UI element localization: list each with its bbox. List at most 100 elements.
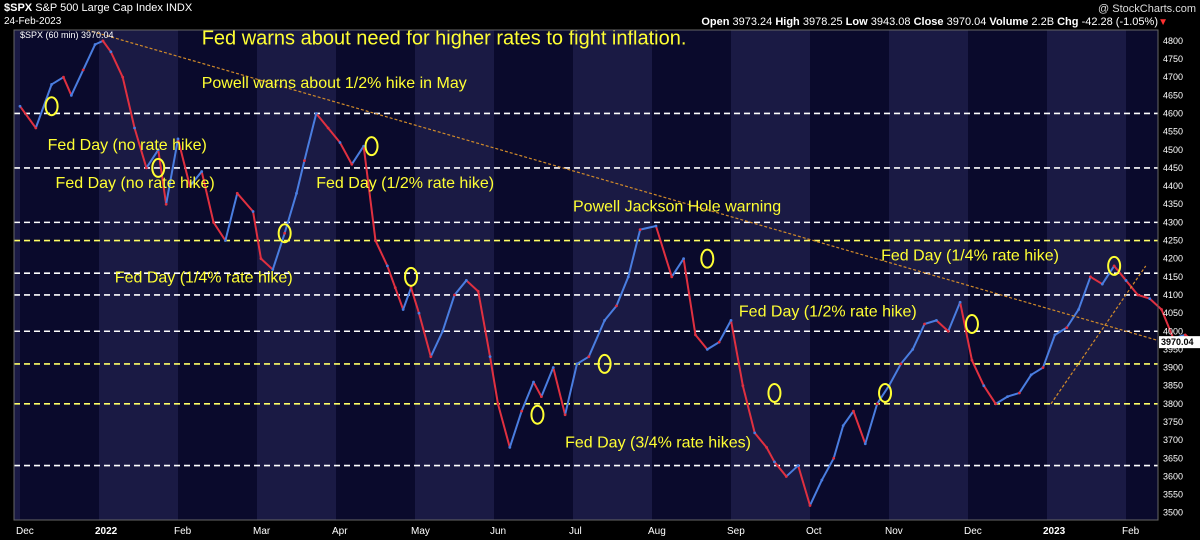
month-band xyxy=(99,30,178,520)
annotation-label: Fed warns about need for higher rates to… xyxy=(202,28,687,50)
y-tick-label: 4450 xyxy=(1163,163,1183,173)
y-tick-label: 3900 xyxy=(1163,363,1183,373)
price-point xyxy=(488,355,492,359)
y-tick-label: 3550 xyxy=(1163,490,1183,500)
close-value: 3970.04 xyxy=(946,16,987,28)
price-segment xyxy=(603,305,618,322)
price-point xyxy=(259,257,263,261)
fed-day-marker xyxy=(44,96,59,117)
price-segment xyxy=(694,334,709,351)
price-point xyxy=(670,275,674,279)
price-segment xyxy=(177,138,191,187)
price-segment xyxy=(627,229,642,278)
ohlc-readout: Open 3973.24 High 3978.25 Low 3943.08 Cl… xyxy=(701,16,1158,28)
price-point xyxy=(682,257,685,261)
price-point xyxy=(374,239,377,242)
price-segment xyxy=(121,76,136,129)
price-segment xyxy=(350,145,365,165)
price-point xyxy=(741,384,745,388)
month-band xyxy=(731,30,810,520)
y-tick-label: 4750 xyxy=(1163,54,1183,64)
price-point xyxy=(705,348,709,351)
x-tick-label: Feb xyxy=(174,526,192,537)
price-segment xyxy=(809,479,823,506)
price-segment xyxy=(386,265,397,289)
price-segment xyxy=(532,381,543,398)
price-segment xyxy=(576,355,590,365)
y-tick-label: 4400 xyxy=(1163,181,1183,191)
price-segment xyxy=(900,348,914,365)
month-band xyxy=(889,30,968,520)
fed-day-marker xyxy=(964,314,979,334)
price-point xyxy=(532,380,535,384)
price-point xyxy=(852,409,855,413)
price-segment xyxy=(820,457,835,481)
price-segment xyxy=(339,142,353,165)
price-segment xyxy=(864,403,879,445)
price-segment xyxy=(224,193,239,241)
price-point xyxy=(409,286,413,290)
open-value: 3973.24 xyxy=(732,16,773,28)
price-point xyxy=(1077,308,1080,311)
price-point xyxy=(796,464,800,467)
price-point xyxy=(911,348,915,351)
price-segment xyxy=(876,385,890,405)
y-tick-label: 4700 xyxy=(1163,72,1183,82)
x-tick-label: Sep xyxy=(727,526,745,537)
price-point xyxy=(638,228,642,232)
annotation-label: Fed Day (1/2% rate hike) xyxy=(316,175,494,192)
y-tick-label: 3950 xyxy=(1163,344,1183,354)
price-point xyxy=(1136,293,1140,297)
fed-day-marker xyxy=(597,353,612,374)
price-segment xyxy=(1030,366,1044,376)
y-tick-label: 4000 xyxy=(1163,326,1183,336)
price-segment xyxy=(1101,265,1115,285)
price-segment xyxy=(236,192,254,213)
y-tick-label: 4150 xyxy=(1163,272,1183,282)
x-tick-label: 2022 xyxy=(95,526,118,537)
price-point xyxy=(773,460,776,464)
trendline xyxy=(86,29,1158,341)
price-segment xyxy=(785,464,799,478)
price-point xyxy=(575,362,579,366)
price-segment xyxy=(260,257,274,271)
price-segment xyxy=(295,160,306,194)
price-segment xyxy=(706,341,720,351)
price-point xyxy=(295,191,298,195)
price-point xyxy=(350,162,354,166)
price-segment xyxy=(200,171,215,223)
price-point xyxy=(362,144,366,148)
price-point xyxy=(1112,264,1116,268)
price-point xyxy=(875,402,879,406)
price-point xyxy=(200,170,204,173)
price-segment xyxy=(911,323,926,350)
x-tick-label: May xyxy=(411,526,430,537)
price-point xyxy=(303,159,306,163)
low-value: 3943.08 xyxy=(870,16,911,28)
fed-day-marker xyxy=(277,223,292,244)
price-segment xyxy=(70,69,85,96)
price-segment xyxy=(753,432,768,449)
y-tick-label: 3600 xyxy=(1163,471,1183,481)
price-segment xyxy=(453,279,468,296)
trendline xyxy=(1050,265,1147,405)
y-tick-label: 4350 xyxy=(1163,199,1183,209)
price-point xyxy=(1065,326,1069,330)
price-point xyxy=(729,318,733,322)
price-point xyxy=(429,355,433,359)
price-point xyxy=(314,112,318,115)
annotation-label: Fed Day (1/4% rate hike) xyxy=(115,269,293,286)
price-point xyxy=(1124,279,1128,282)
price-point xyxy=(145,166,148,170)
high-value: 3978.25 xyxy=(802,16,843,28)
x-tick-label: Feb xyxy=(1122,526,1140,537)
price-segment xyxy=(133,127,148,169)
price-point xyxy=(1100,282,1104,286)
price-point xyxy=(34,126,38,130)
price-segment xyxy=(1054,326,1068,336)
x-tick-label: Mar xyxy=(253,526,271,537)
price-segment xyxy=(741,385,756,434)
price-point xyxy=(496,402,500,406)
price-segment xyxy=(1137,294,1150,300)
